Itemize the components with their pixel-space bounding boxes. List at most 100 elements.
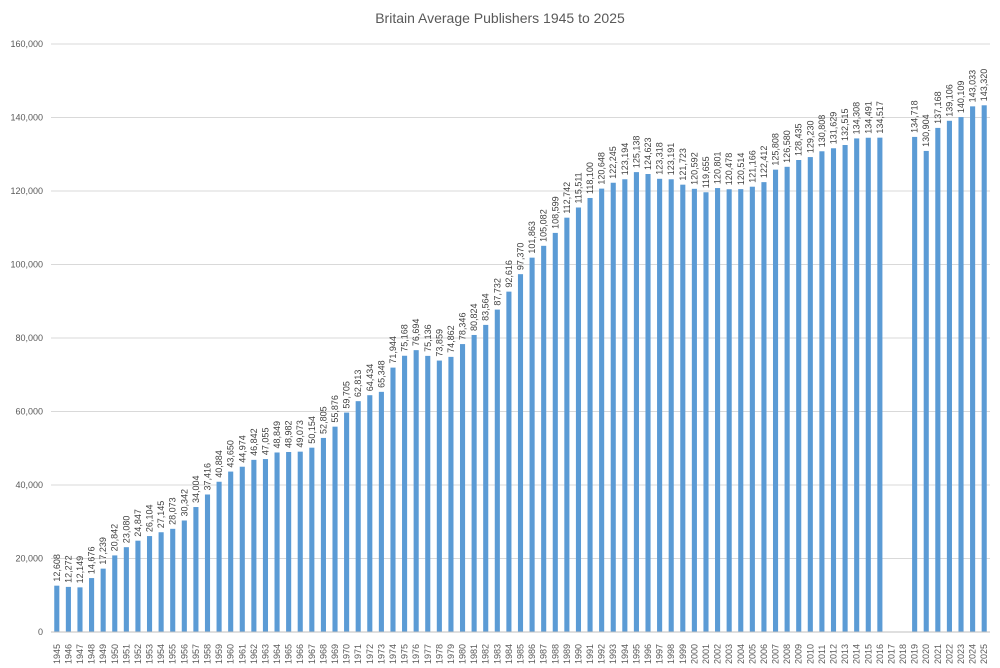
- bar: [228, 471, 234, 632]
- data-label: 143,033: [968, 70, 978, 103]
- data-label: 101,863: [527, 221, 537, 254]
- data-label: 105,082: [539, 209, 549, 242]
- data-label: 78,346: [458, 313, 468, 341]
- x-tick-label: 1960: [226, 644, 236, 664]
- bar: [54, 585, 60, 632]
- y-tick-label: 20,000: [15, 554, 43, 564]
- x-tick-label: 1977: [423, 644, 433, 664]
- bar: [89, 578, 95, 632]
- x-tick-label: 1994: [620, 644, 630, 664]
- data-label: 44,974: [237, 435, 247, 463]
- data-label: 121,723: [678, 148, 688, 181]
- bar: [204, 494, 211, 632]
- bar: [935, 127, 941, 633]
- bar: [552, 232, 558, 632]
- data-label: 129,230: [805, 121, 815, 154]
- data-label: 134,718: [910, 100, 920, 133]
- bar: [981, 105, 987, 632]
- x-tick-label: 1959: [214, 644, 224, 664]
- x-tick-label: 1947: [75, 644, 85, 664]
- y-tick-label: 0: [38, 627, 43, 637]
- x-tick-label: 1945: [52, 644, 62, 664]
- data-label: 122,412: [759, 146, 769, 179]
- data-label: 112,742: [562, 182, 572, 214]
- data-labels: 12,608 12,272 12,149 14,676 17,239 20,842 23,0…: [52, 69, 989, 584]
- data-label: 143,320: [979, 69, 989, 102]
- bar: [181, 520, 187, 632]
- data-label: 137,168: [933, 91, 943, 124]
- bar: [251, 459, 257, 632]
- x-tick-label: 1984: [504, 644, 514, 664]
- bar: [320, 437, 326, 632]
- bar: [135, 540, 141, 632]
- data-label: 40,884: [214, 450, 224, 478]
- bar: [77, 587, 83, 632]
- data-label: 26,104: [145, 505, 155, 533]
- data-label: 120,801: [713, 152, 723, 185]
- x-tick-label: 1995: [631, 644, 641, 664]
- data-label: 75,136: [423, 324, 433, 352]
- bar: [703, 192, 709, 632]
- data-label: 115,511: [573, 172, 583, 203]
- x-tick-label: 1969: [330, 644, 340, 664]
- bar: [344, 412, 350, 632]
- bar: [367, 395, 373, 632]
- x-tick-label: 1962: [249, 644, 259, 664]
- data-label: 120,514: [736, 153, 746, 186]
- data-label: 52,805: [318, 406, 328, 434]
- x-tick-label: 1978: [434, 644, 444, 664]
- x-tick-label: 2015: [863, 644, 873, 664]
- data-label: 37,416: [203, 463, 213, 491]
- data-label: 120,592: [689, 152, 699, 185]
- data-label: 71,944: [388, 336, 398, 364]
- bar: [749, 186, 755, 632]
- data-label: 23,080: [121, 516, 131, 544]
- data-label: 108,599: [550, 196, 560, 229]
- x-tick-label: 1983: [492, 644, 502, 664]
- x-tick-label: 1963: [260, 644, 270, 664]
- bar: [378, 391, 384, 632]
- data-label: 50,154: [307, 416, 317, 444]
- bar: [633, 172, 639, 632]
- x-tick-label: 2018: [898, 644, 908, 664]
- data-label: 121,166: [747, 150, 757, 183]
- y-tick-label: 140,000: [10, 113, 43, 123]
- x-tick-label: 2005: [747, 644, 757, 664]
- x-tick-label: 2008: [782, 644, 792, 664]
- x-tick-label: 1966: [295, 644, 305, 664]
- chart-title: Britain Average Publishers 1945 to 2025: [375, 10, 625, 26]
- x-tick-label: 1991: [585, 644, 595, 664]
- bar: [923, 150, 929, 632]
- data-label: 122,245: [608, 146, 618, 179]
- x-tick-label: 1976: [411, 644, 421, 664]
- y-tick-label: 120,000: [10, 186, 43, 196]
- data-label: 12,272: [63, 555, 73, 583]
- bar: [112, 555, 118, 632]
- x-tick-label: 2003: [724, 644, 734, 664]
- x-tick-label: 1979: [446, 644, 456, 664]
- x-tick-label: 2007: [771, 644, 781, 664]
- bar: [158, 532, 164, 632]
- bar: [262, 459, 269, 632]
- bar: [123, 547, 129, 632]
- x-tick-label: 2009: [794, 644, 804, 664]
- data-label: 12,608: [52, 554, 62, 582]
- data-label: 48,982: [284, 420, 294, 448]
- x-tick-label: 1989: [562, 644, 572, 664]
- data-label: 59,705: [342, 381, 352, 409]
- bar: [738, 189, 744, 632]
- x-tick-label: 1980: [458, 644, 468, 664]
- bar: [819, 151, 825, 633]
- data-label: 80,824: [469, 303, 479, 331]
- x-tick-label: 1971: [353, 644, 363, 664]
- data-label: 87,732: [492, 278, 502, 306]
- x-tick-label: 1993: [608, 644, 618, 664]
- bars: [54, 105, 987, 633]
- bar: [146, 536, 153, 632]
- y-tick-label: 60,000: [15, 407, 43, 417]
- data-label: 46,842: [249, 428, 259, 456]
- bar: [564, 217, 570, 632]
- bar: [274, 452, 280, 632]
- bar: [529, 257, 535, 632]
- bar: [946, 120, 952, 632]
